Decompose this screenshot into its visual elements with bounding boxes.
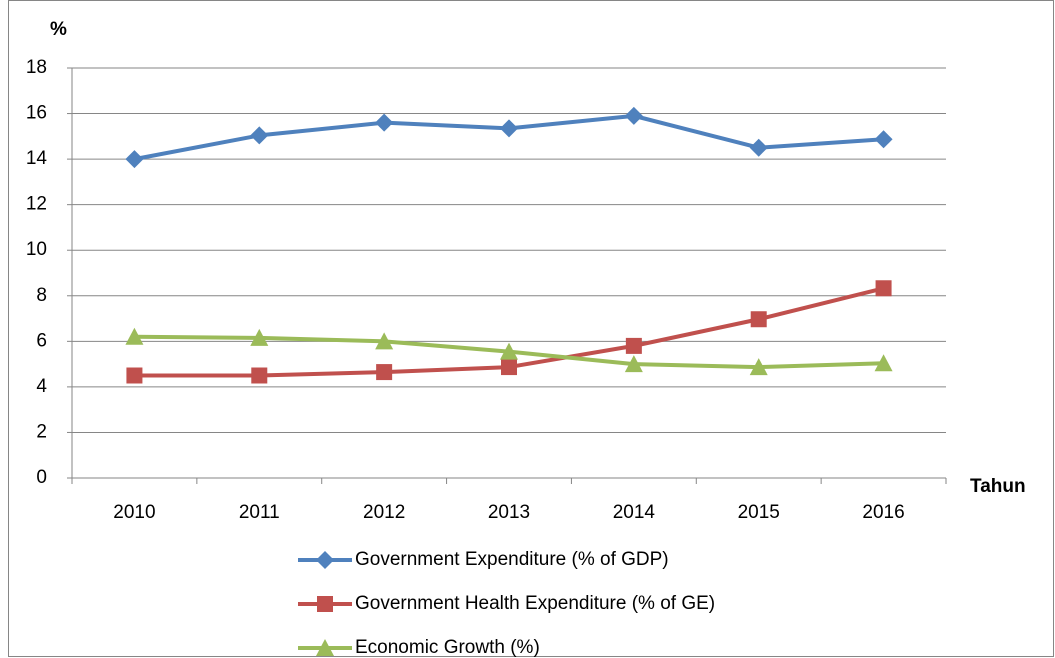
x-axis-label: Tahun [970, 476, 1026, 497]
marker [749, 138, 768, 157]
y-tick-label: 10 [26, 239, 47, 260]
x-tick-label: 2013 [488, 502, 530, 523]
y-tick-label: 18 [26, 57, 47, 78]
y-tick-label: 14 [26, 148, 48, 169]
marker [874, 130, 893, 149]
legend-label: Government Expenditure (% of GDP) [355, 549, 669, 570]
marker [624, 106, 643, 125]
marker [251, 367, 268, 384]
x-tick-label: 2014 [613, 502, 656, 523]
x-tick-label: 2015 [738, 502, 780, 523]
marker [250, 328, 269, 346]
y-axis-label: % [50, 19, 67, 40]
y-tick-label: 4 [36, 376, 47, 397]
marker [874, 354, 893, 372]
marker [500, 119, 518, 138]
marker [125, 327, 144, 345]
y-tick-label: 16 [26, 103, 47, 124]
y-tick-label: 12 [26, 194, 47, 215]
x-tick-label: 2016 [862, 502, 904, 523]
marker [375, 332, 394, 350]
x-tick-label: 2011 [239, 502, 280, 523]
y-tick-label: 2 [36, 421, 47, 442]
marker [624, 355, 643, 373]
marker [749, 358, 768, 376]
marker [500, 342, 518, 360]
y-tick-label: 0 [36, 467, 47, 488]
marker [375, 113, 394, 132]
x-tick-label: 2010 [113, 502, 155, 523]
marker [875, 280, 892, 297]
y-tick-label: 6 [36, 330, 47, 351]
marker [125, 150, 144, 169]
marker [316, 551, 334, 569]
marker [501, 359, 517, 376]
marker [376, 364, 393, 381]
marker [316, 639, 334, 656]
marker [750, 311, 767, 328]
x-tick-label: 2012 [363, 502, 405, 523]
marker [250, 126, 269, 145]
legend-label: Economic Growth (%) [355, 637, 540, 658]
marker [126, 367, 143, 384]
marker [317, 596, 333, 612]
legend-label: Government Health Expenditure (% of GE) [355, 593, 715, 614]
y-tick-label: 8 [36, 285, 47, 306]
marker [625, 337, 642, 354]
chart-frame [8, 0, 1054, 657]
